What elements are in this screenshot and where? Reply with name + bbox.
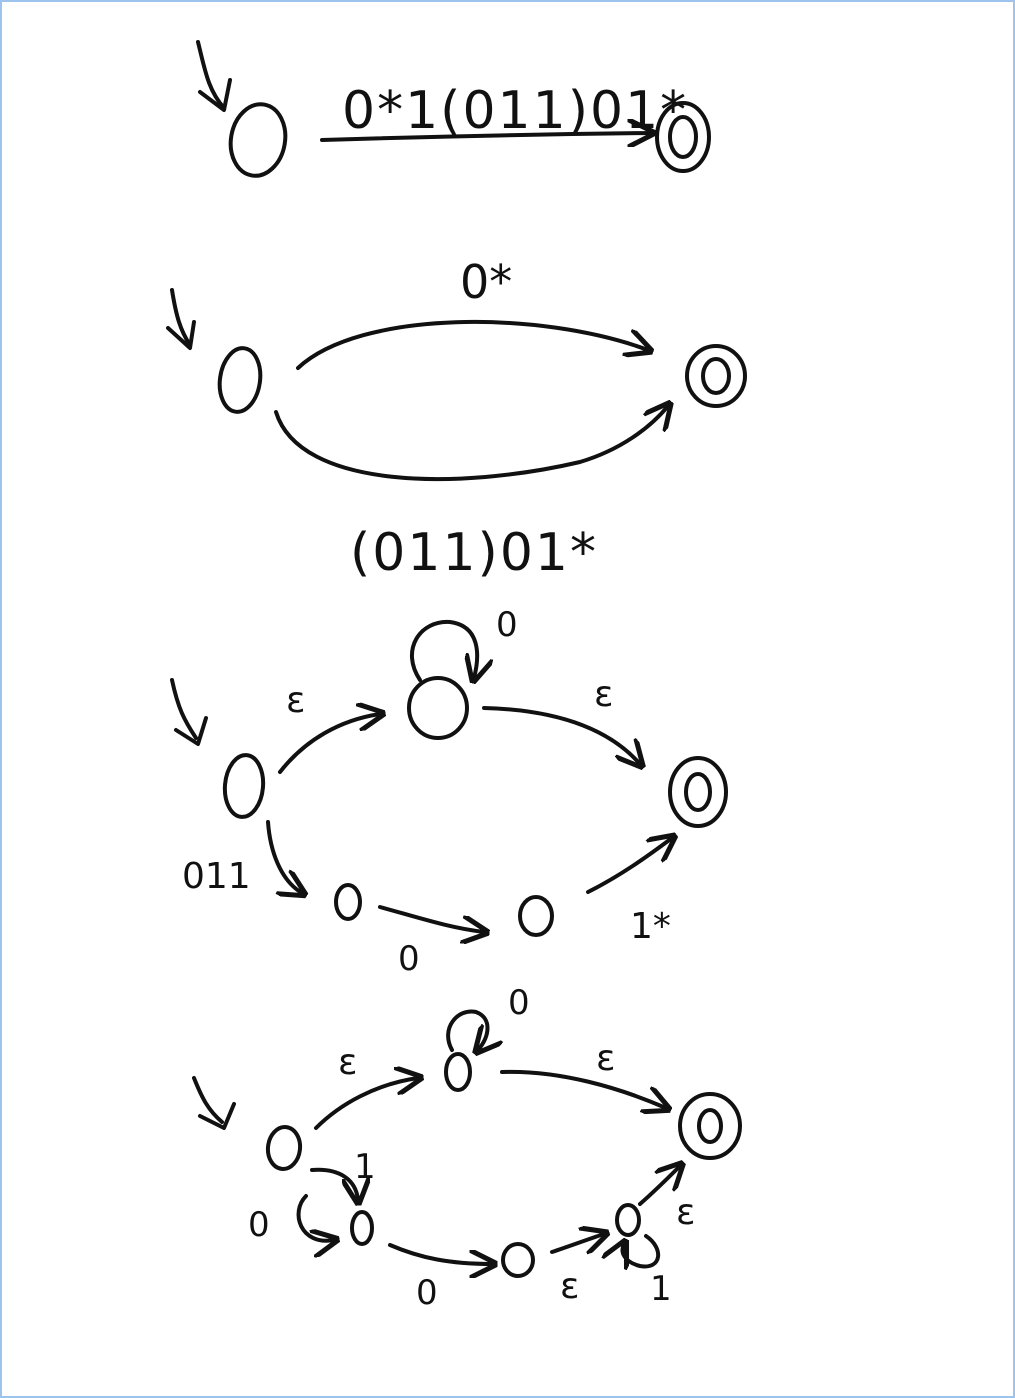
edge-eps-left (314, 1078, 418, 1130)
edge-1-label: 1 (354, 1147, 376, 1187)
eps-bottom-label: ε (560, 1266, 579, 1307)
self-loop-1 (623, 1236, 661, 1266)
edge-bottom-arrow (274, 406, 668, 481)
edge-bottom-label: (011)01* (350, 523, 598, 583)
edge-0-label: 0 (416, 1273, 438, 1313)
edge-011-label: 011 (182, 856, 251, 897)
start-arrow (170, 678, 198, 740)
edge-top-arrow (296, 319, 648, 370)
edge-1star-label: 1* (630, 906, 671, 947)
edge-0 (388, 1243, 492, 1264)
eps-final-label: ε (676, 1192, 695, 1233)
loop0-label: 0 (248, 1205, 270, 1245)
loop-label: 0 (508, 983, 530, 1023)
start-arrow (170, 288, 192, 347)
accept-state-inner (668, 115, 698, 159)
loop-state (444, 1052, 472, 1092)
self-loop-0b (296, 1194, 334, 1241)
loop-state (407, 676, 469, 740)
loop1-label: 1 (650, 1269, 672, 1309)
accept-state-outer (668, 756, 728, 828)
diagram-step1: 0*1(011)01* (196, 40, 711, 178)
loop-label: 0 (496, 605, 518, 645)
edge-1 (310, 1167, 358, 1200)
start-arrow-head (198, 1102, 236, 1130)
start-arrow-head (174, 716, 208, 746)
mid-state-b (501, 1242, 535, 1278)
edge-eps-left (278, 714, 380, 774)
edge-label-regex: 0*1(011)01* (342, 81, 688, 141)
eps-left-label: ε (338, 1042, 357, 1083)
start-arrow (196, 40, 226, 110)
accept-state-outer (655, 101, 711, 173)
diagram-step4: ε 0 ε 1 0 0 ε 1 ε (192, 983, 742, 1313)
self-loop-0 (409, 619, 477, 680)
edge-1star (586, 838, 672, 894)
accept-state-inner (684, 772, 712, 812)
diagram-step3: ε 0 ε 011 0 1* (170, 605, 728, 979)
edge-top-label: 0* (460, 255, 512, 309)
edge-eps-final (638, 1166, 680, 1206)
edge-eps-bottom (550, 1234, 604, 1252)
edge-eps-right (482, 706, 640, 764)
start-arrow (192, 1076, 224, 1124)
start-state (228, 102, 288, 178)
accept-state-outer (685, 344, 747, 408)
accept-state-outer (678, 1092, 742, 1160)
start-arrow-head (166, 320, 196, 350)
start-state (217, 346, 263, 414)
mid-state-a (350, 1210, 374, 1246)
edge-eps-right (500, 1069, 666, 1108)
diagram-step2: 0* (011)01* (166, 255, 747, 583)
mid-state-c (615, 1203, 641, 1237)
self-loop-0 (446, 1009, 487, 1050)
start-arrow-head (198, 78, 232, 112)
mid-state-b (518, 895, 554, 937)
eps-right-label: ε (596, 1038, 615, 1079)
edge-0 (378, 905, 484, 932)
edge-0-label: 0 (398, 939, 420, 979)
edge-011 (266, 820, 302, 893)
start-state (265, 1125, 303, 1171)
eps-right-label: ε (594, 674, 613, 715)
eps-left-label: ε (286, 680, 305, 721)
accept-state-inner (701, 357, 731, 395)
mid-state-a (334, 883, 362, 921)
edge-arrow (320, 133, 650, 140)
accept-state-inner (697, 1108, 723, 1144)
start-state (222, 753, 266, 819)
